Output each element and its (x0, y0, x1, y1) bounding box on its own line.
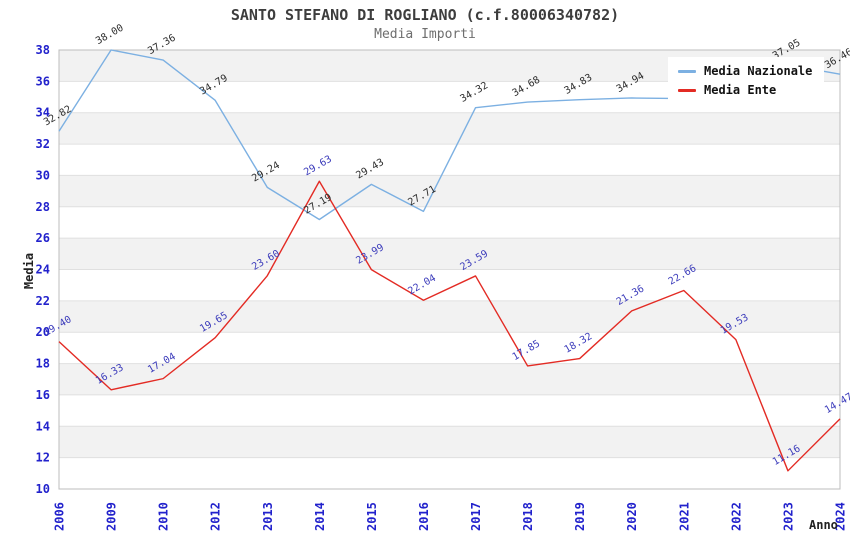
plot-band (59, 238, 840, 270)
x-tick-label: 2017 (469, 502, 483, 531)
data-point-label: 17.85 (511, 338, 543, 363)
x-tick-label: 2012 (209, 502, 223, 531)
x-tick-label: 2021 (677, 502, 691, 531)
x-tick-label: 2015 (365, 502, 379, 531)
y-tick-label: 38 (36, 43, 50, 57)
media-nazionale-line-swatch (678, 69, 696, 73)
data-point-label: 22.04 (406, 273, 438, 298)
chart-subtitle: Media Importi (374, 27, 476, 42)
plot-border (58, 49, 841, 490)
x-tick-label: 2014 (313, 502, 327, 531)
legend: Media Nazionale Media Ente (668, 57, 825, 105)
x-tick-label: 2006 (53, 502, 67, 531)
data-point-label: 38.00 (94, 23, 126, 48)
y-tick-label: 20 (36, 325, 50, 339)
y-tick-label: 24 (36, 263, 50, 277)
x-tick-label: 2009 (105, 502, 119, 531)
page-title: SANTO STEFANO DI ROGLIANO (c.f.800063407… (230, 6, 620, 24)
plot-band (59, 112, 840, 145)
x-tick-label: 2018 (521, 502, 535, 531)
x-tick-label: 2019 (573, 502, 587, 531)
plot-band (59, 426, 840, 458)
y-tick-label: 22 (36, 294, 50, 308)
y-tick-label: 34 (36, 106, 50, 120)
x-tick-label: 2023 (781, 502, 795, 531)
series-line-media-ente (58, 180, 841, 472)
x-tick-label: 2010 (157, 502, 171, 531)
y-tick-label: 16 (36, 388, 50, 402)
y-tick-label: 12 (36, 451, 50, 465)
y-tick-label: 10 (36, 482, 50, 496)
legend-item-media-nazionale: Media Nazionale (678, 64, 812, 78)
y-tick-label: 18 (36, 357, 50, 371)
data-point-label: 34.32 (458, 80, 490, 105)
y-tick-label: 36 (36, 74, 50, 88)
media-ente-line-swatch (678, 88, 696, 92)
plot-band (59, 300, 840, 333)
y-tick-label: 28 (36, 200, 50, 214)
x-tick-label: 2024 (834, 502, 848, 531)
data-point-label: 29.63 (302, 154, 334, 179)
x-axis-title: Anno (809, 518, 838, 532)
plot-band (59, 363, 840, 395)
x-tick-label: 2020 (625, 502, 639, 531)
data-point-label: 18.32 (563, 331, 595, 356)
y-axis-title: Media (22, 252, 36, 290)
x-tick-label: 2016 (417, 502, 431, 531)
x-tick-label: 2013 (261, 502, 275, 531)
legend-label-media-nazionale: Media Nazionale (704, 64, 813, 78)
y-tick-label: 26 (36, 231, 50, 245)
y-tick-label: 32 (36, 137, 50, 151)
y-tick-label: 30 (36, 168, 50, 182)
plot-band (59, 175, 840, 207)
legend-item-media-ente: Media Ente (678, 83, 812, 97)
x-tick-label: 2022 (729, 502, 743, 531)
y-tick-label: 14 (36, 419, 50, 433)
legend-label-media-ente: Media Ente (704, 83, 777, 97)
